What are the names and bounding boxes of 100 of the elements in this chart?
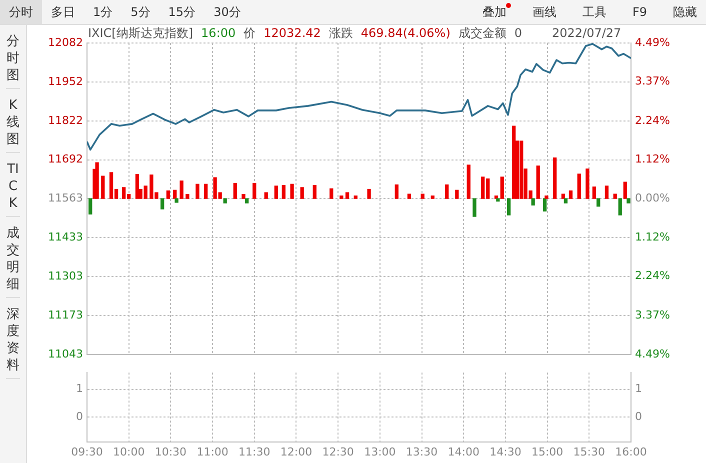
bar (242, 194, 246, 199)
chart-title: IXIC[纳斯达克指数] (88, 24, 194, 42)
x-tick-label: 09:30 (71, 445, 103, 458)
bar (407, 194, 412, 199)
x-tick-label: 11:00 (196, 445, 228, 458)
bar (520, 140, 524, 199)
bar (264, 192, 268, 199)
x-tick-label: 13:30 (406, 445, 438, 458)
y2-tick-label: 2.24% (635, 269, 670, 282)
bar (95, 162, 99, 199)
y2-tick-label: 3.37% (635, 74, 670, 88)
text: 12032.42 (264, 26, 321, 40)
bar (623, 182, 627, 199)
x-tick-label: 15:30 (573, 445, 606, 458)
x-tick-label: 13:00 (364, 445, 396, 458)
bar (180, 180, 184, 199)
text: 15分 (167, 4, 197, 20)
text: 多日 (50, 4, 76, 20)
bar (166, 190, 170, 199)
text: 涨跌 (328, 24, 353, 42)
x-tick-label: 14:00 (448, 445, 480, 458)
x-tick-label: 12:30 (322, 445, 354, 458)
text: 工具 (581, 4, 608, 20)
bar (354, 196, 358, 199)
bar (542, 198, 547, 212)
bar (496, 198, 500, 202)
bar (506, 198, 511, 216)
bar (282, 185, 286, 199)
y2-tick-label: 4.49% (635, 36, 670, 49)
bar (586, 168, 590, 199)
bar (577, 174, 581, 199)
bar (340, 196, 344, 199)
bar (512, 126, 516, 199)
bar (160, 198, 164, 210)
bar (196, 184, 200, 199)
bar (596, 198, 600, 207)
bar (345, 192, 350, 199)
bar (186, 194, 190, 199)
x-tick-label: 10:00 (112, 445, 145, 458)
bar (472, 198, 476, 217)
x-tick-label: 16:00 (615, 445, 647, 458)
text: 469.84(4.06%) (360, 26, 450, 40)
bar (274, 186, 278, 199)
text: F9 (631, 5, 648, 19)
bar (204, 184, 208, 199)
x-tick-label: 14:30 (490, 445, 522, 458)
bar (568, 190, 573, 199)
y-tick-label: 11173 (48, 308, 83, 322)
bar (626, 198, 630, 204)
text: 深度资料 (6, 302, 20, 379)
bar (290, 184, 294, 199)
y2-tick-label: 1 (635, 382, 642, 396)
bar (223, 198, 227, 204)
bar (367, 188, 371, 199)
bar (300, 187, 304, 199)
x-tick-label: 11:30 (238, 445, 270, 458)
bar (564, 198, 568, 204)
bar (88, 198, 92, 214)
x-tick-label: 12:00 (280, 445, 312, 458)
bar (531, 198, 535, 206)
bar (604, 186, 609, 199)
bar (312, 185, 316, 199)
bar (592, 186, 596, 199)
y-tick-label: 11043 (48, 347, 83, 360)
y-tick-label: 11303 (48, 269, 83, 282)
y2-tick-label: 0.00% (635, 192, 670, 205)
bar (445, 184, 449, 199)
bar (233, 182, 237, 199)
text: TICK (6, 157, 20, 217)
text: 5分 (130, 4, 152, 20)
text: 2022/07/27 (552, 26, 622, 40)
bar (420, 194, 424, 199)
text: 0 (514, 26, 522, 40)
text: 隐藏 (672, 4, 698, 20)
bar (544, 196, 548, 199)
text: 分时 (0, 0, 42, 24)
bar (135, 174, 140, 199)
y2-tick-label: 1.12% (635, 152, 670, 166)
y-tick-label: 1 (76, 382, 83, 396)
text: 分时图 (6, 29, 20, 89)
text: 成交明细 (6, 221, 20, 298)
bar (466, 164, 470, 199)
bar (553, 157, 557, 199)
bar (174, 198, 178, 203)
y2-tick-label: 0 (635, 410, 642, 423)
bar (500, 176, 504, 199)
bar (613, 194, 617, 199)
y2-tick-label: 2.24% (635, 114, 670, 127)
text: 30分 (212, 4, 242, 20)
text: 画线 (531, 4, 558, 20)
y-tick-label: 11822 (48, 114, 83, 127)
text: 1分 (92, 4, 114, 20)
x-tick-label: 10:30 (154, 445, 187, 458)
bar (536, 166, 540, 199)
y-tick-label: 12082 (48, 36, 83, 49)
y-tick-label: 0 (76, 410, 83, 423)
bar (101, 176, 105, 199)
y2-tick-label: 4.49% (635, 347, 670, 360)
bar (330, 188, 334, 199)
y-tick-label: 11433 (48, 230, 83, 244)
